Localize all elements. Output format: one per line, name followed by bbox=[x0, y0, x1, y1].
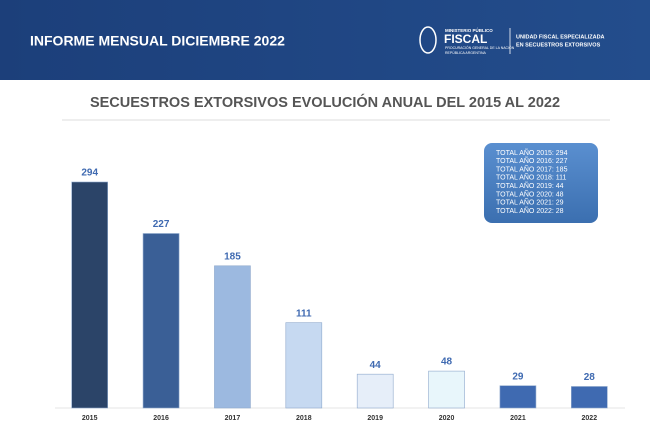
totals-line: TOTAL AÑO 2020: 48 bbox=[496, 189, 564, 198]
bar bbox=[356, 373, 394, 409]
value-label: 28 bbox=[584, 372, 596, 383]
x-tick-label: 2022 bbox=[582, 415, 598, 422]
unit-name: UNIDAD FISCAL ESPECIALIZADA bbox=[516, 34, 605, 40]
value-label: 48 bbox=[441, 357, 453, 368]
totals-box bbox=[484, 143, 598, 223]
value-label: 227 bbox=[153, 219, 170, 230]
bar bbox=[428, 370, 465, 409]
logo: MINISTERIO PÚBLICO FISCAL PROCURACIÓN GE… bbox=[419, 26, 605, 55]
x-tick-label: 2021 bbox=[510, 415, 526, 422]
value-label: 29 bbox=[512, 371, 524, 382]
totals-line: TOTAL AÑO 2018: 111 bbox=[496, 173, 567, 182]
x-tick-label: 2020 bbox=[439, 415, 455, 422]
bar bbox=[499, 385, 537, 409]
value-label: 294 bbox=[81, 168, 98, 179]
logo-sub: REPÚBLICA ARGENTINA bbox=[445, 51, 487, 55]
totals-line: TOTAL AÑO 2016: 227 bbox=[496, 156, 568, 165]
bar bbox=[285, 322, 323, 409]
unit-name: EN SECUESTROS EXTORSIVOS bbox=[516, 42, 601, 48]
logo-emblem bbox=[419, 26, 437, 54]
value-label: 44 bbox=[370, 360, 382, 371]
totals-line: TOTAL AÑO 2017: 185 bbox=[496, 164, 568, 173]
bar bbox=[71, 181, 108, 409]
totals-line: TOTAL AÑO 2021: 29 bbox=[496, 198, 564, 207]
bar bbox=[214, 265, 251, 409]
x-tick-label: 2017 bbox=[225, 415, 241, 422]
value-label: 111 bbox=[296, 308, 312, 319]
bar bbox=[571, 386, 608, 409]
logo-sub: PROCURACIÓN GENERAL DE LA NACIÓN bbox=[445, 45, 515, 50]
value-label: 185 bbox=[224, 251, 241, 262]
x-tick-label: 2016 bbox=[153, 415, 169, 422]
x-tick-label: 2019 bbox=[367, 415, 383, 422]
totals-line: TOTAL AÑO 2019: 44 bbox=[496, 181, 564, 190]
x-tick-label: 2015 bbox=[82, 415, 98, 422]
x-tick-label: 2018 bbox=[296, 415, 312, 422]
bar bbox=[142, 233, 180, 409]
totals-line: TOTAL AÑO 2015: 294 bbox=[496, 148, 568, 157]
chart-title: SECUESTROS EXTORSIVOS EVOLUCIÓN ANUAL DE… bbox=[90, 93, 560, 111]
header-band bbox=[0, 0, 650, 80]
report-title: INFORME MENSUAL DICIEMBRE 2022 bbox=[30, 33, 285, 49]
logo-top: MINISTERIO PÚBLICO bbox=[445, 27, 493, 33]
totals-line: TOTAL AÑO 2022: 28 bbox=[496, 206, 564, 215]
logo-main: FISCAL bbox=[444, 32, 487, 46]
